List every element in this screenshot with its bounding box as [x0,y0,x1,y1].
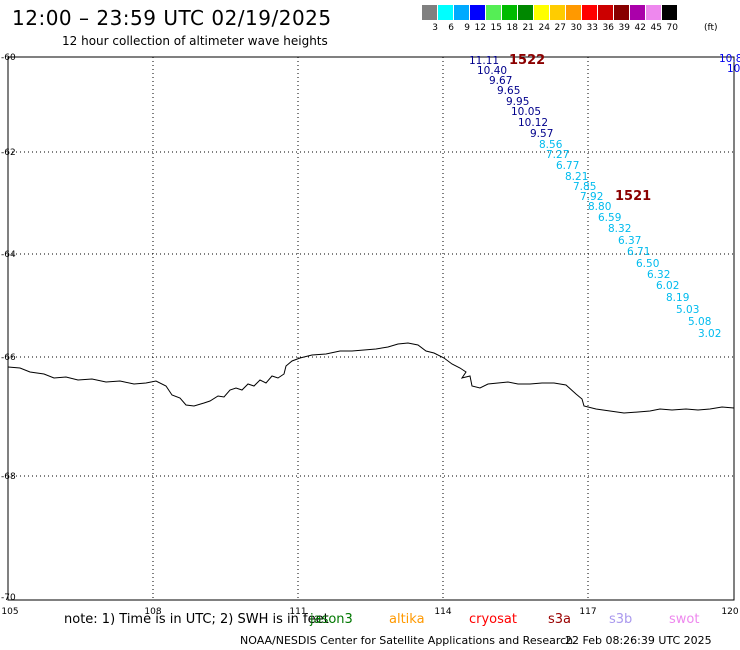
legend-value: 18 [506,23,518,33]
legend-swatch [454,5,470,20]
legend-swatch [486,5,502,20]
track-1521-value: 6.02 [656,280,679,292]
track-1521-value: 6.32 [647,269,670,281]
track-1522-value: 8.21 [565,171,588,183]
track-1521-value: 8.19 [666,292,689,304]
longitude-label: 108 [144,607,161,617]
longitude-label: 117 [579,607,596,617]
track-1522-value: 11.11 [469,55,499,67]
track-1521-value: 8.80 [588,201,611,213]
legend-swatches [422,5,678,20]
satellite-jason3: jason3 [310,612,353,627]
latitude-label: -70 [1,593,16,603]
legend-value: 24 [538,23,550,33]
legend-value: 27 [554,23,566,33]
longitude-label: 105 [1,607,18,617]
track-1522-value: 10.40 [477,65,507,77]
longitude-label: 120 [721,607,738,617]
track-1521-value: 5.03 [676,304,699,316]
legend-swatch [422,5,438,20]
track-1522-value: 8.56 [539,139,563,151]
satellite-altika: altika [389,612,425,627]
legend-value: 3 [432,23,438,33]
track-1521-value: 6.37 [618,235,641,247]
legend-value: 33 [586,23,598,33]
legend-swatch [630,5,646,20]
track-1522-value: 6.77 [556,160,579,172]
legend-swatch [614,5,630,20]
track-1522-value: 7.85 [573,181,596,193]
track-1521-value: 6.71 [627,246,650,258]
legend-swatch [662,5,678,20]
track-1521-value: 6.59 [598,212,621,224]
track-1522-value: 9.57 [530,128,553,140]
track-1521-value: 5.08 [688,316,711,328]
graticule: -60 -62 -64 -66 -68 -70 105 108 111 114 117 120 [1,53,739,617]
longitude-label: 111 [289,607,306,617]
track-1522-value: 7.92 [580,191,603,203]
legend-swatch [518,5,534,20]
legend-swatch [502,5,518,20]
legend-swatch [582,5,598,20]
map-frame [7,56,735,601]
satellite-s3b: s3b [609,612,633,627]
antarctic-coastline [7,342,735,414]
legend-swatch [550,5,566,20]
track-values: 11.1110.409.679.659.9510.0510.129.578.56… [469,53,740,340]
legend-value: 15 [490,23,502,33]
legend-swatch [438,5,454,20]
legend-swatch [566,5,582,20]
legend-swatch [534,5,550,20]
legend-value: 45 [650,23,662,33]
latitude-label: -60 [1,53,16,63]
track-1521-label: 1521 [615,189,651,204]
legend-value: 30 [570,23,582,33]
edge-track-value: 10 [727,63,740,75]
legend-value: 9 [464,23,470,33]
satellite-s3a: s3a [548,612,572,627]
latitude-label: -62 [1,148,16,158]
satellite-cryosat: cryosat [469,612,517,627]
track-1522-label: 1522 [509,53,545,68]
legend-value: 6 [448,23,454,33]
wave-height-legend: 3 6 9 12 15 18 21 24 27 30 33 36 39 42 45 70 (ft) [422,5,718,33]
longitude-label: 114 [434,607,451,617]
footnote: note: 1) Time is in UTC; 2) SWH is in fe… [64,612,329,627]
track-1522-value: 9.67 [489,75,512,87]
legend-value: 70 [666,23,678,33]
latitude-label: -66 [1,353,16,363]
legend-swatch [646,5,662,20]
track-1522-value: 9.95 [506,96,529,108]
track-1522-value: 10.05 [511,106,541,118]
legend-value: 21 [522,23,534,33]
edge-track-value: 10.8 [719,53,740,65]
track-1521-value: 6.50 [636,258,659,270]
legend-labels: 3 6 9 12 15 18 21 24 27 30 33 36 39 42 45 70 [422,23,678,33]
legend-unit: (ft) [704,23,718,33]
track-1522-value: 10.12 [518,117,548,129]
satellite-swot: swot [669,612,700,627]
track-1521-value: 3.02 [698,328,721,340]
latitude-label: -64 [1,250,16,260]
legend-swatch [470,5,486,20]
track-1522-value: 9.65 [497,85,520,97]
timestamp: 22 Feb 08:26:39 UTC 2025 [565,634,712,647]
map-subtitle: 12 hour collection of altimeter wave hei… [62,34,328,48]
track-1521-value: 8.32 [608,223,631,235]
legend-value: 39 [618,23,630,33]
legend-swatch [598,5,614,20]
track-1522-value: 7.27 [546,149,569,161]
legend-value: 12 [474,23,486,33]
legend-value: 36 [602,23,614,33]
map-title: 12:00 – 23:59 UTC 02/19/2025 [12,6,332,30]
legend-value: 42 [634,23,646,33]
latitude-label: -68 [1,472,16,482]
credit: NOAA/NESDIS Center for Satellite Applica… [240,634,574,647]
